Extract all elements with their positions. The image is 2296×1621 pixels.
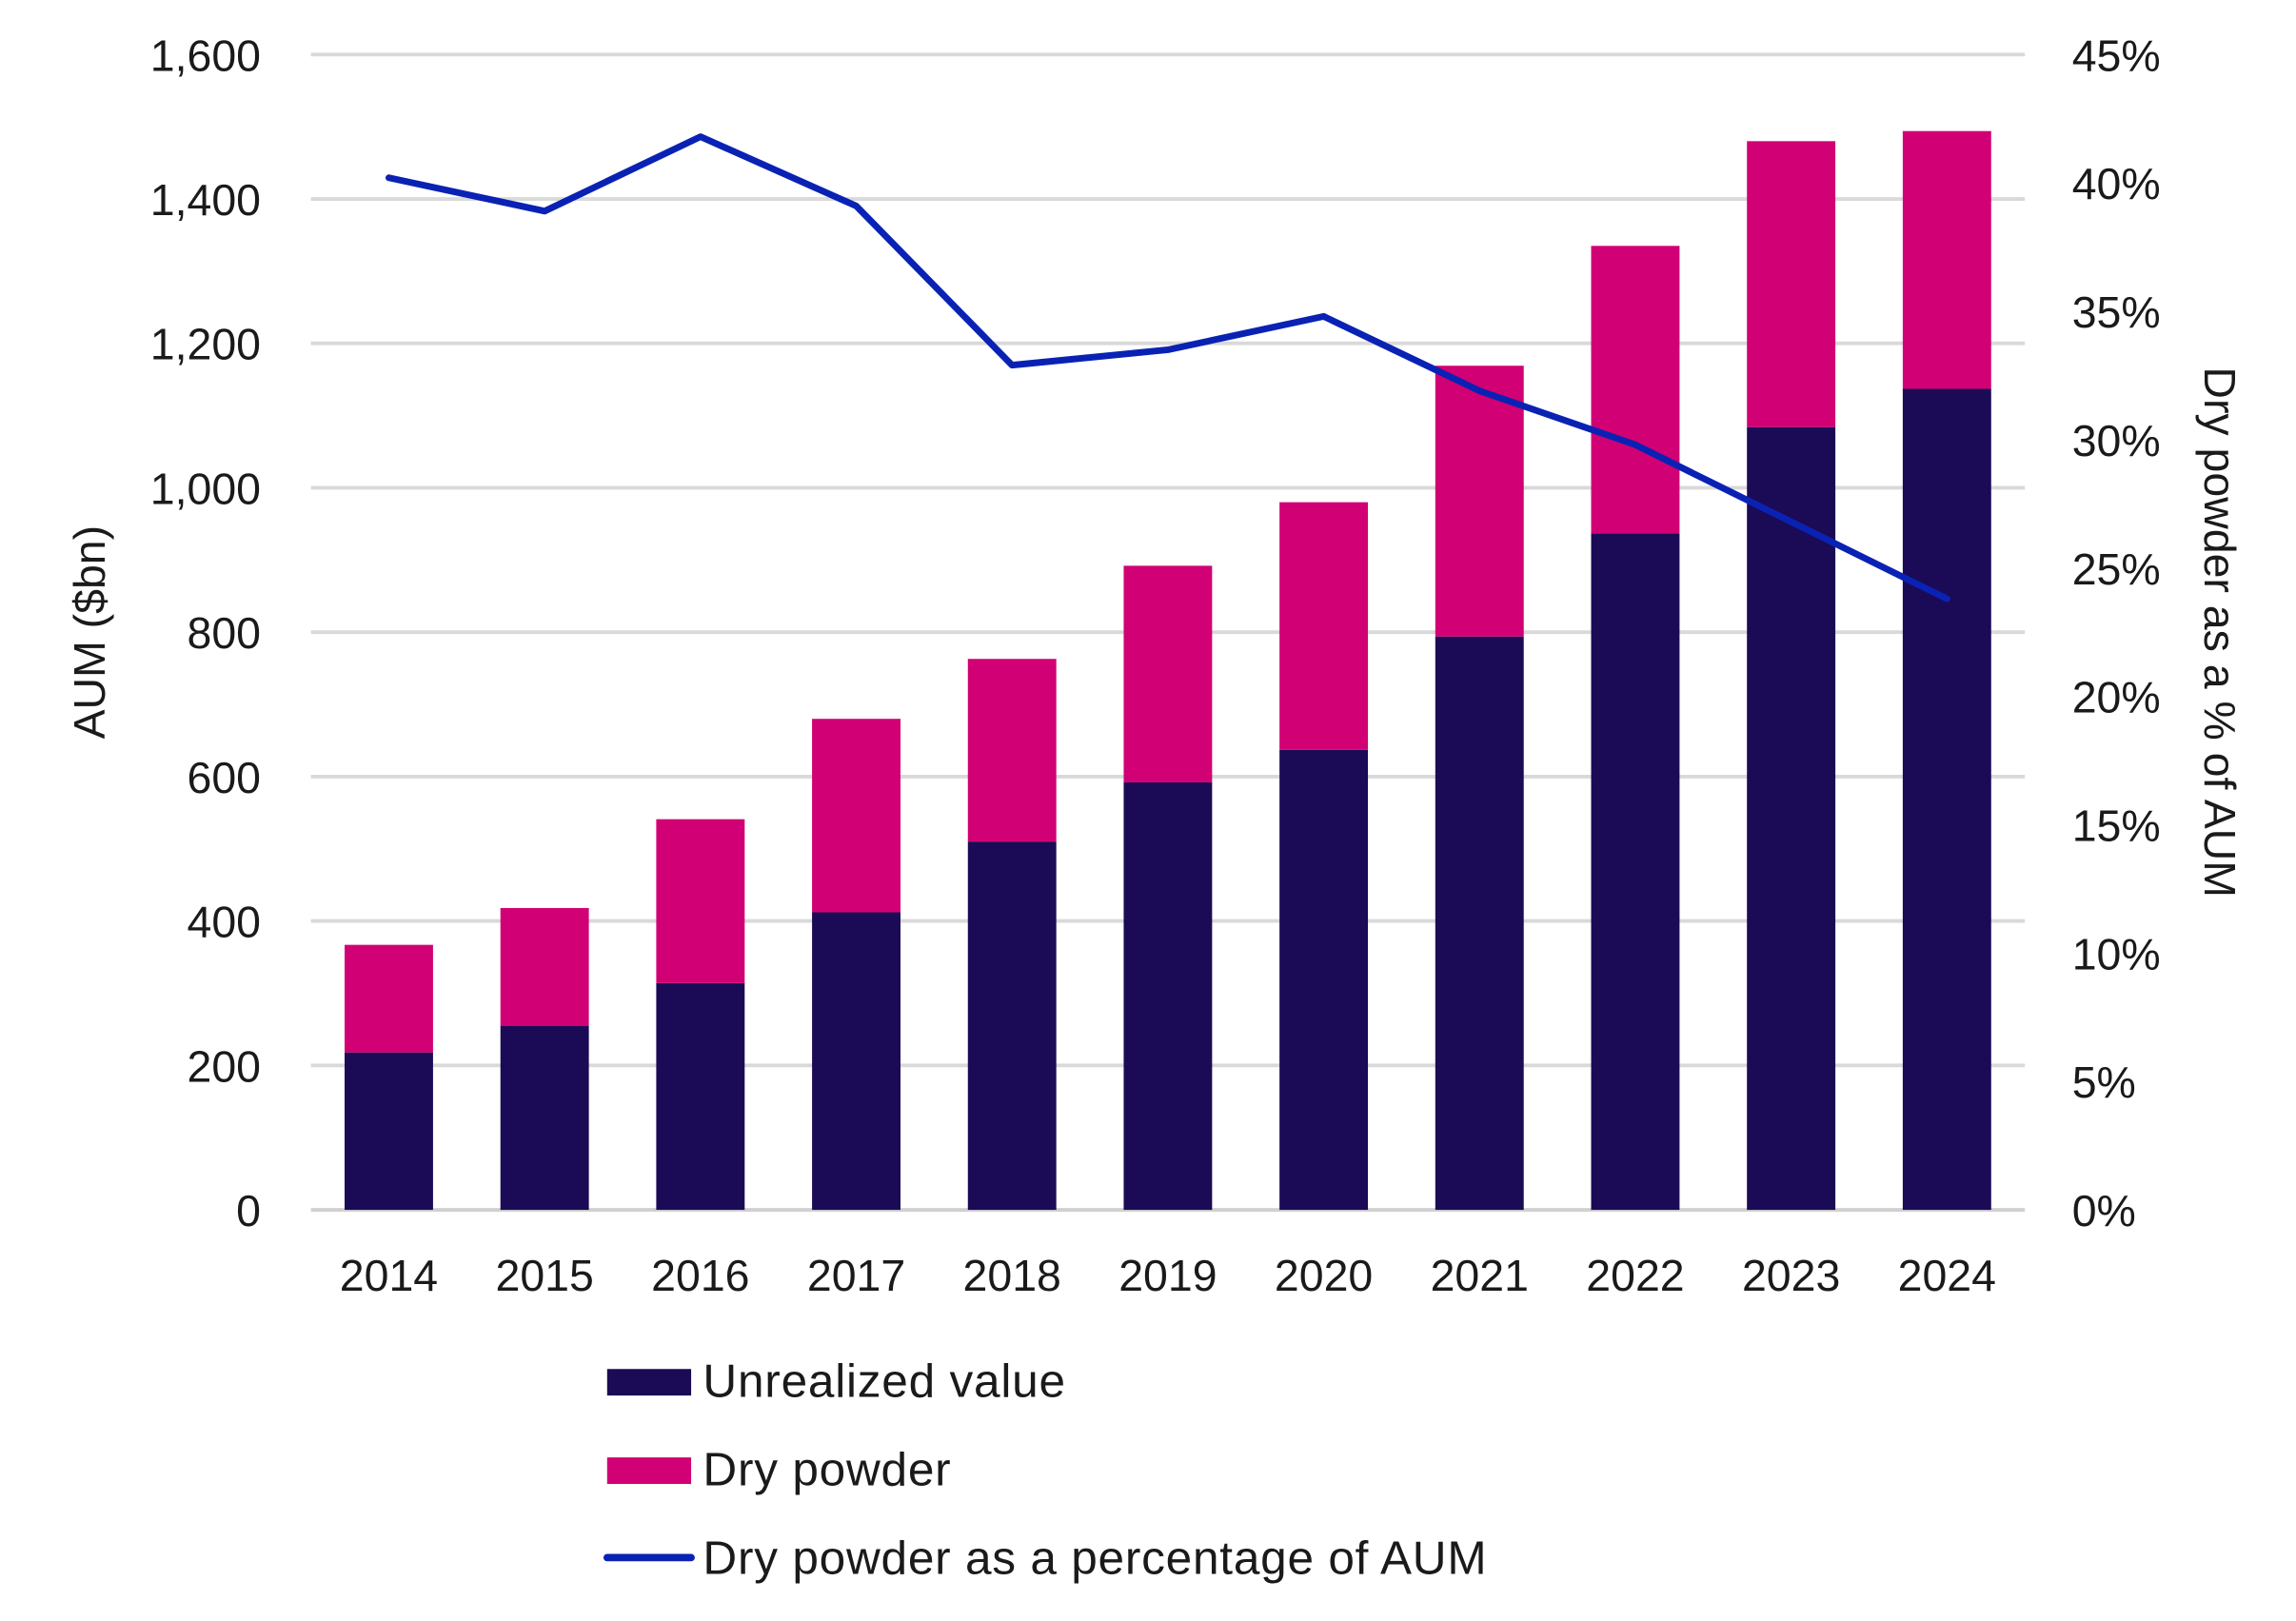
bar-dry-powder [345, 944, 433, 1053]
bar-dry-powder [967, 659, 1057, 842]
bar-unrealized-value [967, 841, 1057, 1211]
legend-swatch-unrealized [606, 1369, 692, 1396]
x-tick-label: 2018 [963, 1251, 1061, 1300]
bar-unrealized-value [1747, 426, 1836, 1211]
bar-unrealized-value [656, 982, 745, 1211]
left-tick-label: 400 [188, 898, 261, 947]
x-tick-label: 2021 [1431, 1251, 1529, 1300]
x-tick-label: 2023 [1742, 1251, 1840, 1300]
right-tick-label: 30% [2072, 416, 2161, 465]
right-tick-label: 25% [2072, 544, 2161, 594]
left-tick-label: 1,400 [150, 175, 261, 225]
right-tick-label: 35% [2072, 287, 2161, 337]
bar-dry-powder [1279, 502, 1369, 750]
line-path [385, 133, 1950, 603]
x-tick-label: 2014 [340, 1251, 438, 1300]
bar-dry-powder [1902, 130, 1991, 389]
right-tick-label: 20% [2072, 673, 2161, 722]
bar-unrealized-value [1435, 636, 1524, 1211]
right-tick-label: 40% [2072, 159, 2161, 208]
right-tick-label: 5% [2072, 1058, 2136, 1107]
legend-label-dry-powder: Dry powder [703, 1444, 951, 1496]
x-tick-label: 2015 [496, 1251, 594, 1300]
bar-unrealized-value [1591, 533, 1680, 1211]
bar-unrealized-value [1902, 388, 1991, 1211]
bar-dry-powder [500, 907, 589, 1026]
x-tick-label: 2024 [1898, 1251, 1996, 1300]
legend-swatch-dry-powder [606, 1457, 692, 1485]
left-tick-label: 1,600 [150, 30, 261, 80]
left-tick-label: 800 [188, 608, 261, 658]
right-tick-label: 10% [2072, 929, 2161, 979]
bars [345, 130, 1991, 1211]
right-tick-label: 45% [2072, 30, 2161, 80]
legend-label-unrealized: Unrealized value [703, 1355, 1065, 1408]
x-tick-label: 2019 [1118, 1251, 1217, 1300]
bar-dry-powder [1591, 246, 1680, 534]
bar-dry-powder [656, 819, 745, 983]
legend: Unrealized value Dry powder Dry powder a… [603, 1355, 1487, 1584]
x-tick-label: 2017 [807, 1251, 905, 1300]
line-series [385, 133, 1950, 603]
left-tick-label: 0 [236, 1186, 261, 1236]
bar-unrealized-value [500, 1025, 589, 1211]
left-tick-label: 200 [188, 1041, 261, 1091]
bar-unrealized-value [1123, 781, 1213, 1211]
bar-unrealized-value [1279, 749, 1369, 1211]
x-tick-label: 2016 [651, 1251, 749, 1300]
right-tick-label: 0% [2072, 1186, 2136, 1236]
right-tick-label: 15% [2072, 801, 2161, 850]
left-axis-label: AUM ($bn) [65, 525, 114, 740]
bar-dry-powder [1747, 141, 1836, 427]
left-tick-label: 600 [188, 753, 261, 802]
x-tick-label: 2020 [1275, 1251, 1373, 1300]
bar-unrealized-value [812, 912, 901, 1211]
x-axis-ticks: 2014 2015 2016 2017 2018 2019 2020 2021 2022 2023… [340, 1251, 1996, 1300]
legend-label-line: Dry powder as a percentage of AUM [703, 1532, 1487, 1584]
right-axis-label: Dry powder as a % of AUM [2195, 366, 2245, 897]
bar-dry-powder [1435, 366, 1524, 637]
bar-unrealized-value [345, 1052, 433, 1211]
bar-dry-powder [1123, 565, 1213, 782]
left-tick-label: 1,000 [150, 464, 261, 513]
right-axis-ticks: 0% 5% 10% 15% 20% 25% 30% 35% 40% 45% [2072, 30, 2161, 1236]
left-axis-ticks: 0 200 400 600 800 1,000 1,200 1,400 1,600 [150, 30, 261, 1236]
x-tick-label: 2022 [1586, 1251, 1684, 1300]
left-tick-label: 1,200 [150, 320, 261, 369]
bar-dry-powder [812, 719, 901, 913]
